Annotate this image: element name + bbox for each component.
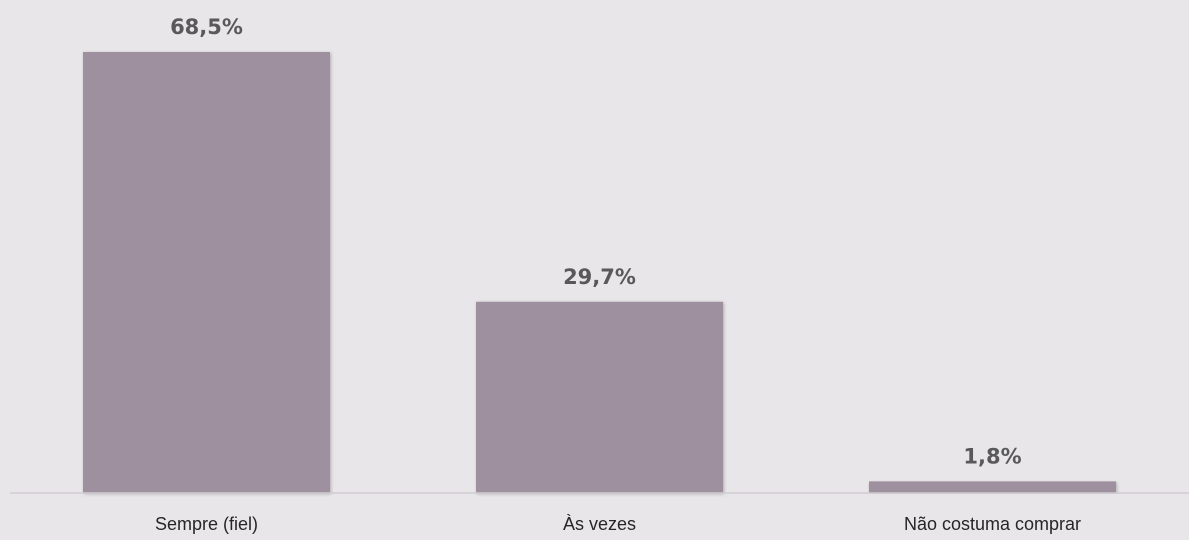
category-labels-layer: Sempre (fiel) Às vezes Não costuma comprar bbox=[155, 514, 1081, 534]
bar-0 bbox=[83, 52, 330, 493]
category-label-0: Sempre (fiel) bbox=[155, 514, 258, 534]
bar-2 bbox=[869, 481, 1116, 493]
category-label-2: Não costuma comprar bbox=[904, 514, 1081, 534]
bar-1 bbox=[476, 301, 723, 493]
data-labels-layer: 68,5% 29,7% 1,8% bbox=[170, 15, 1022, 468]
category-label-1: Às vezes bbox=[563, 514, 636, 534]
data-label-0: 68,5% bbox=[170, 15, 243, 39]
data-label-1: 29,7% bbox=[563, 265, 636, 289]
data-label-2: 1,8% bbox=[963, 444, 1021, 468]
bars-layer bbox=[83, 52, 1116, 493]
